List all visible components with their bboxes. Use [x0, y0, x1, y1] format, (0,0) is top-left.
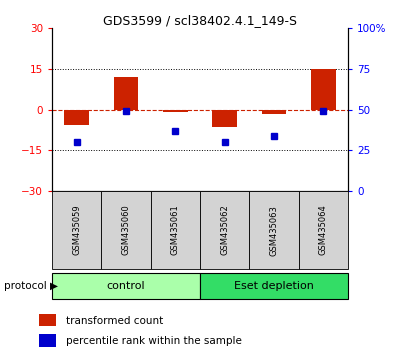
Bar [262, 110, 286, 114]
Bar [64, 110, 89, 125]
Bar [151, 191, 200, 269]
Text: Eset depletion: Eset depletion [234, 281, 314, 291]
Bar [52, 273, 200, 299]
Title: GDS3599 / scl38402.4.1_149-S: GDS3599 / scl38402.4.1_149-S [103, 14, 297, 27]
Text: transformed count: transformed count [66, 316, 163, 326]
Bar [39, 334, 56, 347]
Bar [249, 191, 299, 269]
Text: GSM435059: GSM435059 [72, 205, 81, 256]
Text: GSM435062: GSM435062 [220, 205, 229, 256]
Bar [212, 110, 237, 127]
Bar [114, 77, 138, 110]
Bar [101, 191, 151, 269]
Bar [39, 314, 56, 326]
Text: control: control [107, 281, 145, 291]
Text: GSM435064: GSM435064 [319, 205, 328, 256]
Text: GSM435061: GSM435061 [171, 205, 180, 256]
Text: GSM435060: GSM435060 [122, 205, 130, 256]
Bar [311, 69, 336, 110]
Bar [299, 191, 348, 269]
Text: protocol ▶: protocol ▶ [4, 281, 58, 291]
Bar [200, 191, 249, 269]
Text: percentile rank within the sample: percentile rank within the sample [66, 336, 242, 346]
Bar [200, 273, 348, 299]
Bar [163, 110, 188, 113]
Bar [52, 191, 101, 269]
Text: GSM435063: GSM435063 [270, 205, 278, 256]
